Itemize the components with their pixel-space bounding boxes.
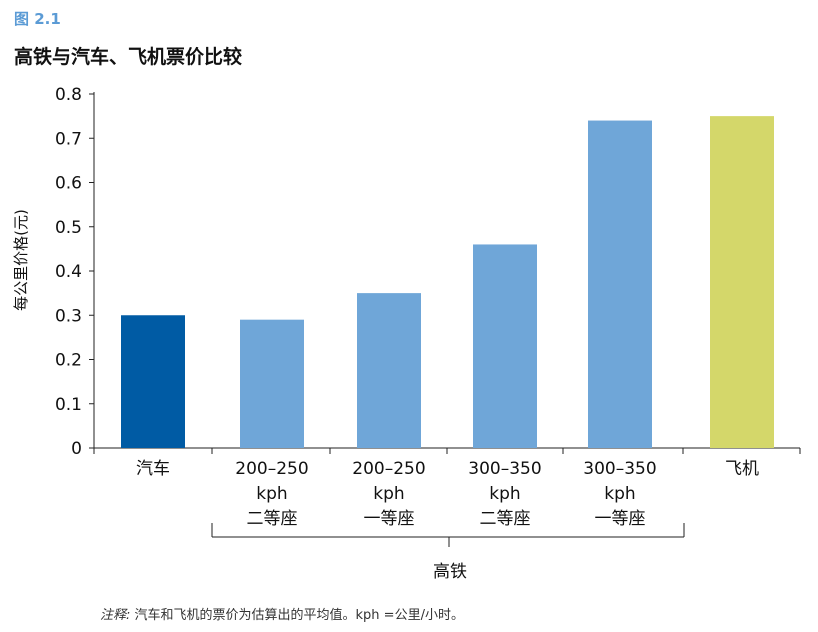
note-label: 注释: bbox=[100, 608, 131, 623]
y-tick-label: 0.8 bbox=[55, 85, 82, 105]
x-category-label-line: 飞机 bbox=[725, 459, 759, 479]
x-category-label: 200–250 kph 一等座 bbox=[329, 457, 449, 532]
x-category-label-line: 二等座 bbox=[246, 509, 298, 529]
bar bbox=[473, 244, 537, 448]
x-category-label-line: 一等座 bbox=[363, 509, 415, 529]
y-tick-label: 0.1 bbox=[55, 395, 82, 415]
x-category-label-line: 300–350 bbox=[468, 459, 542, 479]
x-category-label: 300–350 kph 一等座 bbox=[560, 457, 680, 532]
x-category-label: 汽车 bbox=[93, 457, 213, 482]
y-tick-label: 0.3 bbox=[55, 306, 82, 326]
figure-title: 高铁与汽车、飞机票价比较 bbox=[14, 46, 243, 68]
y-tick-label: 0.5 bbox=[55, 218, 82, 238]
x-category-label: 飞机 bbox=[682, 457, 802, 482]
x-category-label-line: 一等座 bbox=[594, 509, 646, 529]
note-text: 汽车和飞机的票价为估算出的平均值。kph =公里/小时。 bbox=[134, 608, 464, 623]
y-tick-label: 0.6 bbox=[55, 174, 82, 194]
bar bbox=[357, 293, 421, 448]
x-category-label-line: 200–250 bbox=[352, 459, 426, 479]
x-category-label-line: kph bbox=[256, 484, 288, 504]
x-category-label: 300–350 kph 二等座 bbox=[445, 457, 565, 532]
x-category-label-line: kph bbox=[604, 484, 636, 504]
y-axis-label: 每公里价格(元) bbox=[12, 209, 30, 311]
x-category-label-line: 汽车 bbox=[136, 459, 170, 479]
bar bbox=[240, 319, 304, 448]
x-category-label-line: 二等座 bbox=[479, 509, 531, 529]
figure-note: 注释: 汽车和飞机的票价为估算出的平均值。kph =公里/小时。 bbox=[100, 604, 464, 623]
x-category-label: 200–250 kph 二等座 bbox=[212, 457, 332, 532]
bar bbox=[588, 120, 652, 449]
y-tick-label: 0.7 bbox=[55, 129, 82, 149]
x-category-label-line: 300–350 bbox=[583, 459, 657, 479]
x-category-label-line: kph bbox=[373, 484, 405, 504]
figure-number: 图 2.1 bbox=[14, 10, 61, 28]
bar bbox=[710, 116, 774, 448]
y-tick-label: 0.4 bbox=[55, 262, 82, 282]
y-tick-label: 0 bbox=[71, 439, 82, 459]
high-speed-rail-group-label: 高铁 bbox=[433, 562, 467, 582]
x-category-label-line: 200–250 bbox=[235, 459, 309, 479]
bar bbox=[121, 315, 185, 448]
x-category-label-line: kph bbox=[489, 484, 521, 504]
y-tick-label: 0.2 bbox=[55, 351, 82, 371]
